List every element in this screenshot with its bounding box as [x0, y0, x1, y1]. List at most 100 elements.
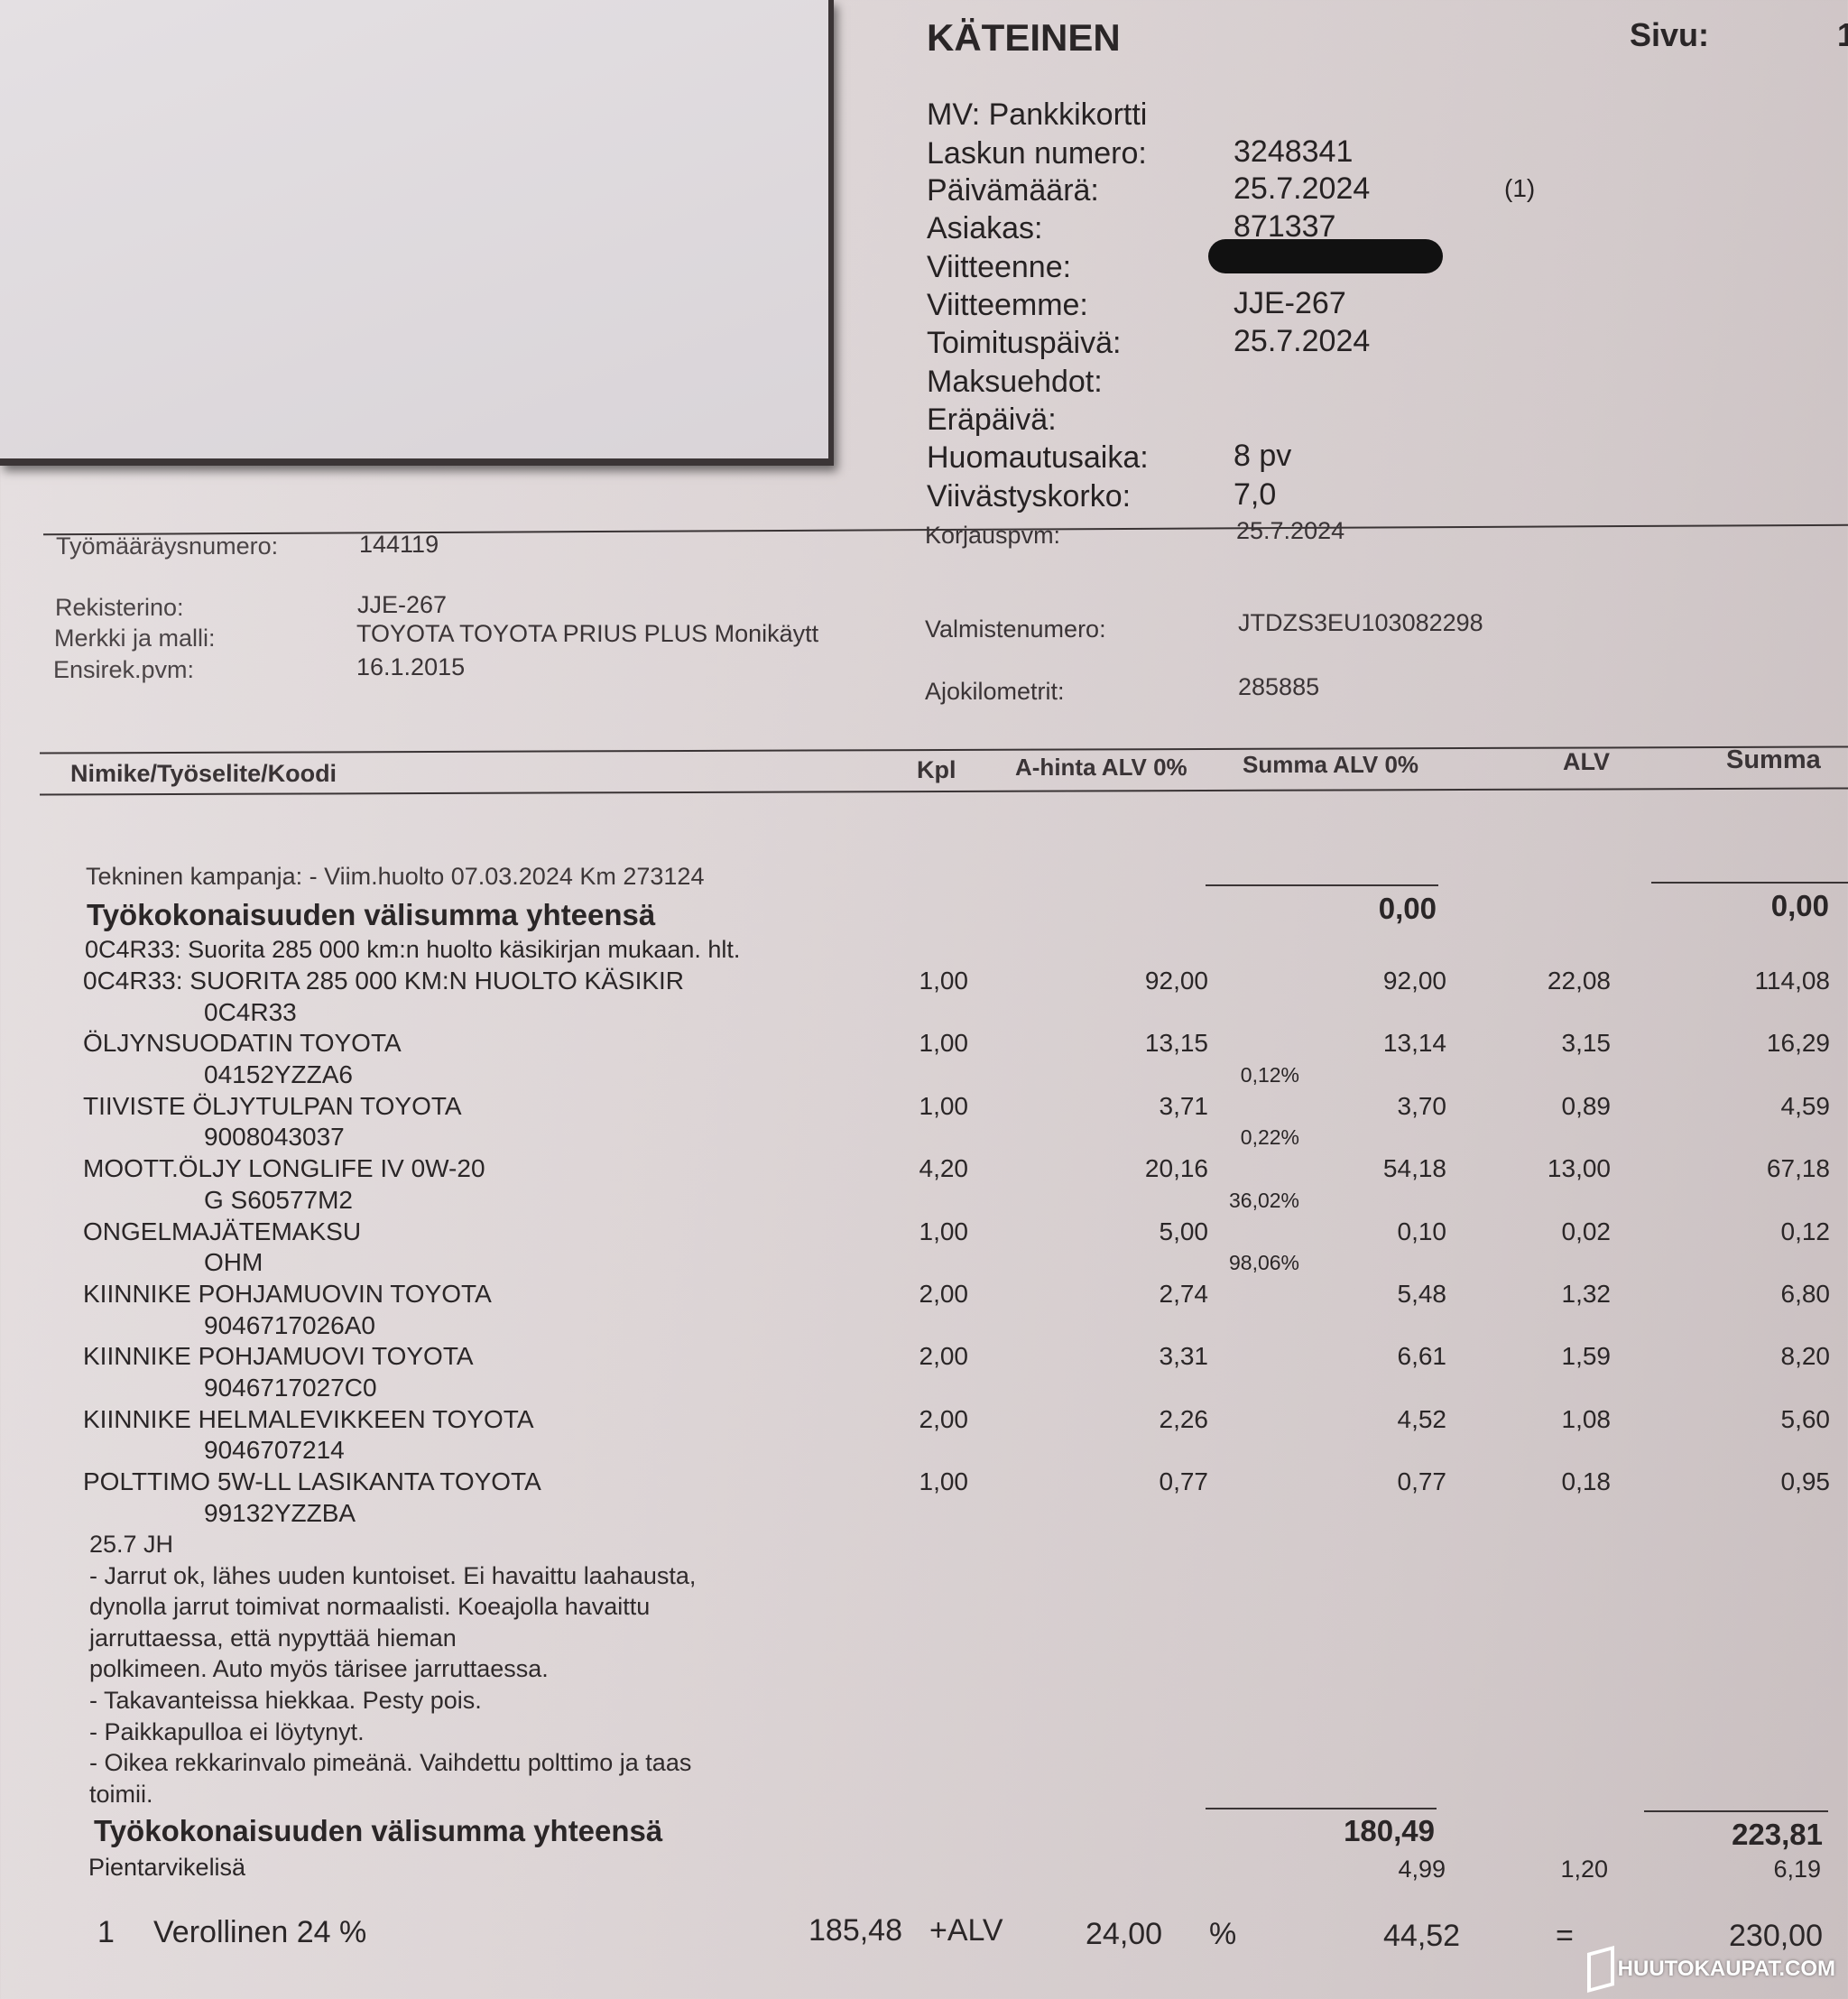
item-unit-price: 13,15	[1144, 1029, 1208, 1058]
plus-vat: +ALV	[929, 1913, 1003, 1948]
first-reg-value: 16.1.2015	[356, 653, 466, 680]
item-name: POLTTIMO 5W-LL LASIKANTA TOYOTA	[83, 1467, 541, 1495]
item-vat: 22,08	[1547, 967, 1611, 995]
item-qty: 2,00	[919, 1279, 969, 1308]
item-vat: 13,00	[1547, 1154, 1611, 1183]
header-field-value: 3248341	[1234, 134, 1354, 169]
item-sum: 67,18	[1766, 1154, 1830, 1183]
item-sum: 16,29	[1766, 1029, 1830, 1058]
item-unit-price: 5,00	[1159, 1217, 1209, 1245]
equals-sign: =	[1556, 1919, 1574, 1953]
small-supplies-net: 4,99	[1398, 1856, 1446, 1883]
item-percent: 0,12%	[1240, 1063, 1299, 1087]
header-field-label: Asiakas:	[927, 211, 1043, 245]
item-name: 0C4R33: SUORITA 285 000 KM:N HUOLTO KÄSI…	[83, 967, 685, 995]
header-field-label: Viitteemme:	[927, 288, 1088, 322]
km-value: 285885	[1238, 673, 1320, 700]
subtotal1-net: 0,00	[1378, 892, 1437, 925]
table-row: ÖLJYNSUODATIN TOYOTA 1,00 13,15 13,14 3,15 16…	[0, 1028, 1848, 1090]
header-field-value: JJE-267	[1234, 286, 1346, 320]
col-sum: Summa	[1726, 745, 1821, 774]
work-order-label: Työmääräysnumero:	[56, 532, 279, 560]
col-vat: ALV	[1563, 748, 1610, 775]
divider	[40, 787, 1848, 796]
item-code: 9046707214	[204, 1436, 345, 1465]
item-sum-net: 5,48	[1397, 1279, 1447, 1308]
item-unit-price: 3,31	[1159, 1342, 1209, 1371]
vin-value: JTDZS3EU103082298	[1238, 609, 1483, 636]
tax-net: 185,48	[808, 1913, 902, 1948]
item-code: 04152YZZA6	[204, 1060, 353, 1089]
vat-rate: 24,00	[1086, 1917, 1163, 1951]
item-vat: 3,15	[1561, 1029, 1612, 1058]
item-sum: 5,60	[1780, 1404, 1831, 1433]
col-item: Nimike/Työselite/Koodi	[70, 760, 337, 787]
repair-date-value: 25.7.2024	[1236, 517, 1345, 544]
header-field-value: 8 pv	[1234, 439, 1292, 473]
line-items: 0C4R33: SUORITA 285 000 KM:N HUOLTO KÄSI…	[0, 966, 1848, 1529]
first-reg-label: Ensirek.pvm:	[53, 656, 195, 683]
header-field-label: Viivästyskorko:	[927, 479, 1132, 514]
header-field-value: 25.7.2024	[1234, 171, 1371, 206]
item-sum-net: 0,77	[1397, 1467, 1447, 1495]
vin-label: Valmistenumero:	[925, 615, 1106, 643]
item-unit-price: 0,77	[1159, 1467, 1209, 1495]
item-code: 9008043037	[204, 1123, 345, 1152]
redaction-bar	[1208, 239, 1443, 273]
item-qty: 4,20	[919, 1154, 969, 1183]
header-field-label: Päivämäärä:	[927, 173, 1099, 208]
campaign-text: Tekninen kampanja: - Viim.huolto 07.03.2…	[86, 863, 705, 890]
item-qty: 1,00	[919, 967, 969, 995]
item-code: OHM	[204, 1248, 263, 1277]
item-vat: 0,02	[1561, 1217, 1612, 1245]
item-sum: 114,08	[1754, 967, 1830, 995]
reg-label: Rekisterino:	[55, 594, 184, 621]
watermark-logo-icon	[1586, 1945, 1614, 1994]
watermark-text: HUUTOKAUPAT.COM	[1617, 1957, 1835, 1981]
item-vat: 0,18	[1561, 1467, 1612, 1495]
note-line: - Oikea rekkarinvalo pimeänä. Vaihdettu …	[89, 1749, 692, 1777]
note-line: polkimeen. Auto myös tärisee jarruttaess…	[89, 1655, 549, 1683]
item-qty: 1,00	[919, 1217, 969, 1245]
subtotal1-label: Työkokonaisuuden välisumma yhteensä	[87, 898, 656, 931]
item-sum-net: 13,14	[1382, 1029, 1446, 1058]
item-name: KIINNIKE HELMALEVIKKEEN TOYOTA	[83, 1404, 534, 1433]
item-qty: 2,00	[919, 1342, 969, 1371]
page-number: 1	[1837, 16, 1848, 53]
item-sum: 6,80	[1780, 1279, 1831, 1308]
header-field-label: Huomautusaika:	[927, 440, 1149, 475]
subtotal2-net: 180,49	[1344, 1814, 1435, 1847]
item-code: G S60577M2	[204, 1185, 353, 1214]
date-note: (1)	[1504, 174, 1536, 202]
item-unit-price: 92,00	[1144, 967, 1208, 995]
tax-row-index: 1	[97, 1915, 115, 1949]
envelope-window-overlay	[0, 0, 834, 466]
work-order-value: 144119	[359, 531, 439, 558]
item-name: ÖLJYNSUODATIN TOYOTA	[83, 1029, 402, 1058]
model-value: TOYOTA TOYOTA PRIUS PLUS Monikäytt	[356, 620, 819, 647]
item-percent: 98,06%	[1228, 1251, 1299, 1275]
item-sum: 0,12	[1780, 1217, 1831, 1245]
item-percent: 0,22%	[1240, 1125, 1299, 1150]
reg-value: JJE-267	[357, 591, 448, 618]
km-label: Ajokilometrit:	[925, 678, 1065, 705]
vat-amount: 44,52	[1383, 1919, 1461, 1953]
payment-type: KÄTEINEN	[927, 16, 1121, 59]
note-line: toimii.	[89, 1780, 153, 1808]
item-name: TIIVISTE ÖLJYTULPAN TOYOTA	[83, 1091, 462, 1120]
item-sum-net: 3,70	[1397, 1091, 1447, 1120]
item-qty: 1,00	[919, 1467, 969, 1495]
item-unit-price: 2,26	[1159, 1404, 1209, 1433]
header-field-label: Toimituspäivä:	[927, 326, 1122, 360]
page-label: Sivu:	[1630, 16, 1710, 53]
item-vat: 1,59	[1561, 1342, 1612, 1371]
note-line: dynolla jarrut toimivat normaalisti. Koe…	[89, 1593, 651, 1621]
header-field-value: 7,0	[1234, 477, 1277, 512]
item-name: MOOTT.ÖLJY LONGLIFE IV 0W-20	[83, 1154, 485, 1183]
tax-row-label: Verollinen 24 %	[153, 1915, 367, 1949]
subtotal-rule	[1644, 1810, 1828, 1812]
header-field-value: 25.7.2024	[1234, 324, 1371, 358]
col-qty: Kpl	[917, 756, 956, 783]
col-sum-net: Summa ALV 0%	[1243, 751, 1419, 778]
table-row: POLTTIMO 5W-LL LASIKANTA TOYOTA 1,00 0,77 0…	[0, 1467, 1848, 1529]
